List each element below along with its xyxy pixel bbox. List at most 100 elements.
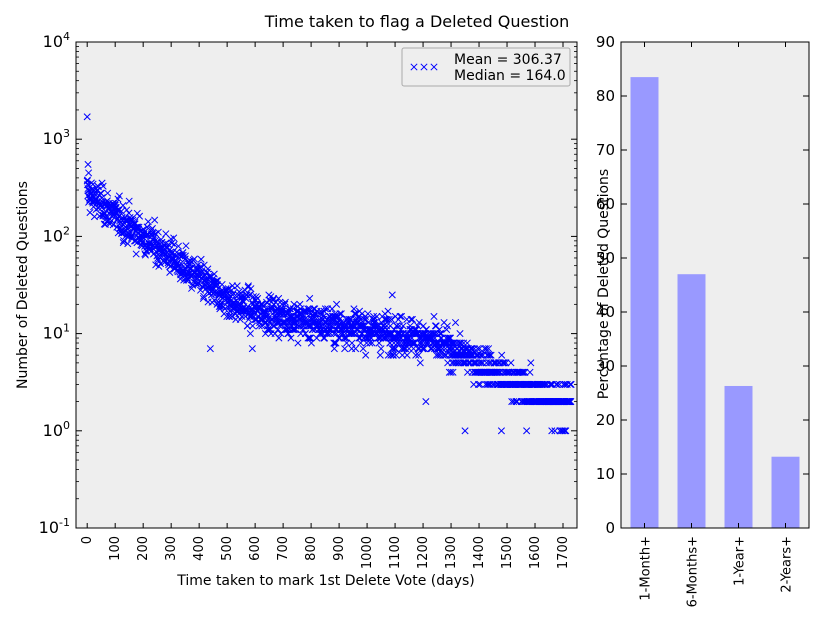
- bar-y-tick-label: 70: [596, 141, 615, 159]
- scatter-point: [206, 345, 214, 353]
- scatter-point: [416, 359, 424, 367]
- scatter-point: [275, 334, 283, 342]
- scatter-point: [518, 368, 526, 376]
- scatter-point: [397, 326, 405, 334]
- scatter-point: [96, 198, 104, 206]
- x-tick-label: 1200: [416, 536, 431, 569]
- y-tick-label: 102: [43, 224, 70, 245]
- y-tick-label: 104: [43, 30, 70, 51]
- scatter-point: [229, 291, 237, 299]
- scatter-point: [477, 351, 485, 359]
- bar-y-axis-label: Percentage of Deleted Questions: [596, 169, 612, 399]
- scatter-point: [343, 339, 351, 347]
- scatter-point: [459, 359, 467, 367]
- bar: [771, 456, 800, 528]
- x-tick-label: 200: [136, 536, 151, 561]
- scatter-point: [402, 345, 410, 353]
- bar-category-label: 1-Year+: [733, 536, 748, 586]
- scatter-point: [403, 351, 411, 359]
- bar-category-label: 6-Months+: [686, 536, 701, 607]
- scatter-point: [345, 315, 354, 323]
- scatter-point: [552, 380, 560, 388]
- scatter-point: [197, 269, 205, 277]
- scatter-point: [364, 310, 372, 318]
- scatter-point: [461, 427, 469, 435]
- scatter-point: [482, 345, 490, 353]
- scatter-point: [104, 189, 112, 197]
- scatter-point: [287, 334, 295, 342]
- bar-y-tick-label: 60: [596, 195, 615, 213]
- bar-y-tick-label: 0: [605, 519, 615, 537]
- scatter-point: [182, 242, 190, 250]
- scatter-point: [474, 380, 483, 388]
- scatter-point: [275, 294, 283, 302]
- scatter-point: [523, 427, 531, 435]
- scatter-point: [468, 345, 476, 353]
- scatter-point: [265, 305, 273, 313]
- scatter-point: [447, 339, 455, 347]
- scatter-point: [498, 351, 506, 359]
- scatter-point: [449, 368, 457, 376]
- scatter-point: [225, 291, 233, 299]
- scatter-point: [546, 380, 554, 388]
- bar-y-tick-label: 10: [596, 465, 615, 483]
- scatter-point: [238, 296, 247, 304]
- legend-x-marker: [420, 63, 428, 71]
- scatter-point: [97, 189, 105, 198]
- bar-panel: 1-Month+ 6-Months+ 1-Year+ 2-Years+ 0 10 20 30 4…: [596, 33, 810, 607]
- scatter-point: [497, 427, 505, 435]
- x-tick-label: 0: [80, 536, 95, 544]
- scatter-point: [210, 296, 219, 304]
- scatter-point: [446, 345, 454, 353]
- scatter-point: [551, 427, 559, 435]
- scatter-point: [190, 255, 198, 263]
- scatter-point: [281, 298, 289, 306]
- scatter-point: [436, 345, 444, 353]
- scatter-legend: Mean = 306.37 Median = 164.0: [401, 47, 571, 87]
- scatter-point: [290, 300, 298, 308]
- scatter-point: [352, 345, 360, 353]
- scatter-point: [233, 282, 241, 290]
- scatter-x-axis-label: Time taken to mark 1st Delete Vote (days…: [176, 573, 475, 589]
- scatter-point: [306, 294, 314, 302]
- scatter-point: [337, 310, 345, 318]
- scatter-point: [274, 326, 282, 334]
- scatter-point: [248, 345, 256, 353]
- scatter-point: [456, 330, 464, 338]
- bar-y-tick-label: 40: [596, 303, 615, 321]
- bar-y-tick-label: 80: [596, 87, 615, 105]
- scatter-point: [89, 180, 97, 188]
- scatter-point: [304, 305, 312, 313]
- x-tick-label: 1300: [444, 536, 459, 569]
- bar: [677, 274, 706, 528]
- legend-box: [401, 47, 571, 87]
- scatter-point: [562, 427, 570, 435]
- scatter-point: [507, 359, 515, 367]
- scatter-point: [428, 345, 436, 353]
- y-tick-label: 100: [43, 419, 70, 440]
- x-tick-label: 800: [304, 536, 319, 561]
- scatter-point: [286, 305, 294, 313]
- scatter-point: [439, 351, 447, 359]
- scatter-point: [85, 169, 93, 177]
- scatter-point: [559, 427, 567, 435]
- scatter-plot-area: [75, 41, 578, 529]
- x-tick-label: 1100: [388, 536, 403, 569]
- x-tick-label: 600: [248, 536, 263, 561]
- scatter-point: [204, 265, 212, 273]
- scatter-point: [474, 345, 482, 353]
- scatter-point: [84, 160, 92, 168]
- scatter-point: [179, 248, 187, 257]
- scatter-point: [120, 237, 128, 245]
- scatter-point: [341, 345, 349, 353]
- scatter-point: [566, 380, 574, 388]
- scatter-point: [377, 345, 385, 353]
- scatter-point: [419, 345, 427, 353]
- scatter-point: [320, 334, 329, 342]
- scatter-point: [125, 197, 133, 205]
- bar-y-tick-label: 90: [596, 33, 615, 51]
- scatter-y-axis-label: Number of Deleted Questions: [15, 181, 31, 389]
- legend-x-marker: [410, 63, 418, 71]
- scatter-point: [461, 345, 469, 353]
